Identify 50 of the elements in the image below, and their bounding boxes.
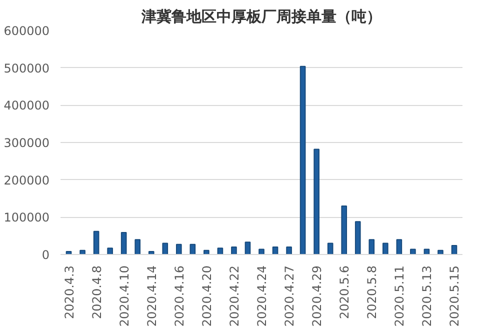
x-tick-label: 2020.4.22 bbox=[227, 265, 242, 327]
bar bbox=[120, 232, 127, 254]
bar bbox=[382, 242, 388, 254]
x-tick-label: 2020.5.15 bbox=[448, 265, 462, 327]
x-tick-label: 2020.4.14 bbox=[144, 265, 159, 327]
bar bbox=[354, 221, 361, 254]
bar bbox=[300, 66, 306, 254]
bar bbox=[341, 205, 348, 254]
x-tick-label: 2020.4.24 bbox=[255, 265, 269, 327]
bar bbox=[410, 248, 416, 254]
x-tick-label: 2020.4.29 bbox=[310, 265, 324, 327]
y-tick-label: 100000 bbox=[4, 210, 50, 225]
bar bbox=[438, 250, 444, 254]
y-tick-label: 0 bbox=[42, 248, 50, 262]
bar bbox=[231, 246, 237, 254]
bar bbox=[107, 248, 113, 254]
bar bbox=[272, 246, 278, 254]
bar bbox=[327, 242, 334, 254]
x-tick-label: 2020.4.16 bbox=[172, 265, 186, 327]
x-tick-label: 2020.4.27 bbox=[282, 265, 297, 327]
y-tick-label: 500000 bbox=[4, 61, 50, 76]
bar bbox=[176, 244, 182, 254]
x-tick-label: 2020.5.11 bbox=[392, 265, 407, 327]
bar bbox=[204, 250, 210, 254]
x-tick-label: 2020.4.20 bbox=[200, 265, 214, 327]
bar bbox=[244, 242, 251, 254]
y-tick-label: 400000 bbox=[4, 98, 50, 113]
x-tick-label: 2020.4.3 bbox=[62, 266, 76, 319]
y-tick-label: 200000 bbox=[4, 173, 50, 188]
x-tick-label: 2020.5.6 bbox=[338, 266, 352, 319]
bar bbox=[134, 239, 141, 254]
bar bbox=[148, 251, 154, 254]
y-tick-label: 300000 bbox=[4, 136, 50, 150]
x-tick-label: 2020.4.8 bbox=[90, 266, 104, 319]
bar bbox=[80, 250, 86, 254]
bar bbox=[217, 248, 224, 254]
bar bbox=[368, 239, 375, 254]
x-tick-label: 2020.5.8 bbox=[365, 266, 380, 319]
bar bbox=[396, 239, 402, 254]
chart-title: 津冀鲁地区中厚板厂周接单量（吨） bbox=[140, 8, 382, 26]
x-tick-label: 2020.5.13 bbox=[420, 265, 434, 327]
x-tick-label: 2020.4.10 bbox=[117, 265, 132, 327]
bar bbox=[314, 148, 320, 254]
bar bbox=[162, 242, 168, 254]
bar bbox=[451, 245, 458, 254]
y-tick-label: 600000 bbox=[4, 24, 50, 38]
bar bbox=[258, 248, 264, 254]
bar bbox=[190, 244, 196, 254]
bar bbox=[93, 230, 100, 254]
bar bbox=[286, 246, 292, 254]
